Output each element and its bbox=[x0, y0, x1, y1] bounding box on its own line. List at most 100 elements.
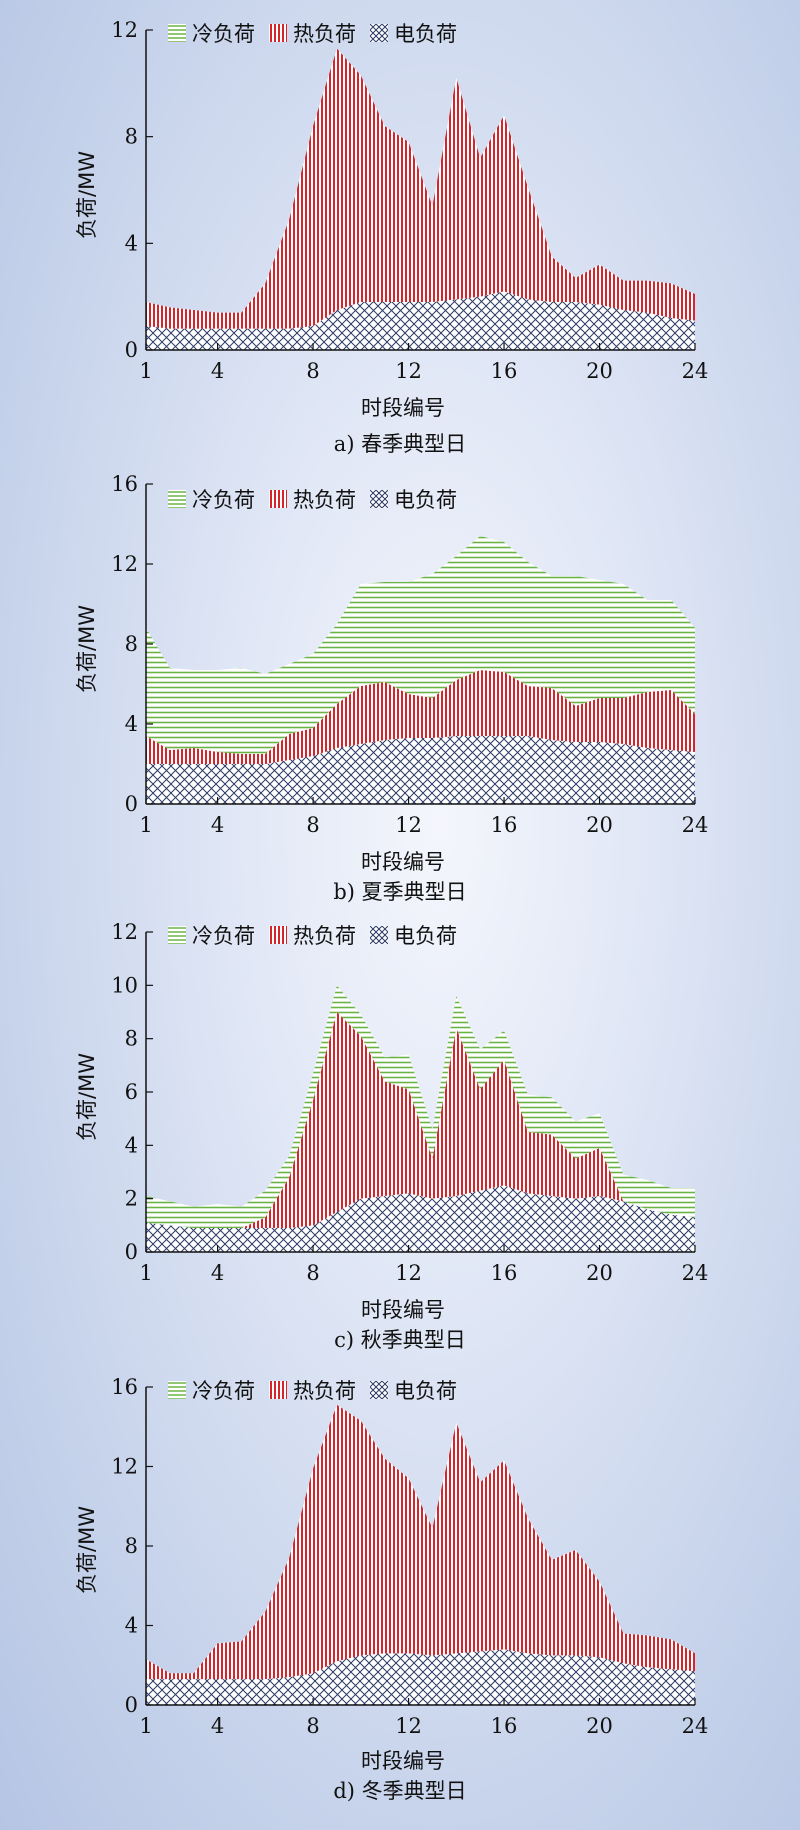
chart-winter-plot: 0 4 8 12 16 1 4 8 12 16 20 24 bbox=[111, 1375, 709, 1738]
legend-cooling-label: 冷负荷 bbox=[192, 1379, 255, 1403]
x-tick-label: 24 bbox=[682, 1261, 709, 1285]
y-tick-label: 4 bbox=[125, 1133, 138, 1157]
x-tick-label: 4 bbox=[211, 359, 224, 383]
legend-heating: 热负荷 bbox=[269, 18, 356, 48]
x-tick-label: 4 bbox=[211, 1261, 224, 1285]
x-tick-label: 20 bbox=[586, 1261, 613, 1285]
y-tick-label: 8 bbox=[125, 1534, 138, 1558]
legend-heating: 热负荷 bbox=[269, 1375, 356, 1405]
legend-cooling-swatch bbox=[168, 926, 186, 944]
chart-autumn-caption: c) 秋季典型日 bbox=[334, 1328, 466, 1352]
legend-electric: 电负荷 bbox=[370, 1375, 457, 1405]
electric-load-area bbox=[146, 1185, 695, 1252]
legend-cooling: 冷负荷 bbox=[168, 484, 255, 514]
cooling-load-area bbox=[146, 985, 695, 1228]
chart-autumn: 0 2 4 6 8 10 12 1 4 8 12 16 20 24 冷负荷 热负荷 电负荷 时段编号 负荷… bbox=[0, 920, 800, 1375]
x-tick-label: 24 bbox=[682, 1714, 709, 1738]
x-tick-label: 4 bbox=[211, 1714, 224, 1738]
y-tick-label: 0 bbox=[125, 1693, 138, 1717]
x-tick-label: 20 bbox=[586, 813, 613, 837]
legend-electric-swatch bbox=[370, 1381, 388, 1399]
y-tick-label: 12 bbox=[111, 552, 138, 576]
y-tick-label: 12 bbox=[111, 18, 138, 42]
chart-winter-ylabel: 负荷/MW bbox=[75, 1506, 99, 1594]
legend-cooling: 冷负荷 bbox=[168, 1375, 255, 1405]
y-tick-label: 4 bbox=[125, 231, 138, 255]
y-tick-label: 8 bbox=[125, 1027, 138, 1051]
legend-heating: 热负荷 bbox=[269, 484, 356, 514]
legend-heating-label: 热负荷 bbox=[293, 22, 356, 46]
x-tick-label: 1 bbox=[139, 813, 152, 837]
chart-summer: 0 4 8 12 16 1 4 8 12 16 20 24 冷负荷 热负荷 电负荷 时段编号 负荷/M… bbox=[0, 460, 800, 920]
x-tick-label: 1 bbox=[139, 1714, 152, 1738]
y-tick-label: 0 bbox=[125, 338, 138, 362]
x-tick-label: 16 bbox=[491, 1714, 518, 1738]
cooling-load-area bbox=[146, 536, 695, 754]
chart-spring-ylabel: 负荷/MW bbox=[75, 151, 99, 239]
legend-electric: 电负荷 bbox=[370, 484, 457, 514]
y-tick-label: 12 bbox=[111, 920, 138, 944]
x-tick-label: 8 bbox=[306, 1261, 319, 1285]
legend-electric-swatch bbox=[370, 24, 388, 42]
legend-cooling-label: 冷负荷 bbox=[192, 488, 255, 512]
x-tick-label: 8 bbox=[306, 1714, 319, 1738]
heating-load-area bbox=[146, 670, 695, 764]
chart-summer-xlabel: 时段编号 bbox=[361, 850, 445, 874]
x-tick-label: 20 bbox=[586, 1714, 613, 1738]
chart-summer-legend: 冷负荷 热负荷 电负荷 bbox=[168, 484, 471, 514]
y-tick-label: 16 bbox=[111, 472, 138, 496]
legend-cooling-swatch bbox=[168, 1381, 186, 1399]
x-tick-label: 4 bbox=[211, 813, 224, 837]
chart-summer-ylabel: 负荷/MW bbox=[75, 605, 99, 693]
legend-cooling-swatch bbox=[168, 24, 186, 42]
x-tick-label: 16 bbox=[491, 359, 518, 383]
chart-spring-caption: a) 春季典型日 bbox=[333, 432, 467, 456]
chart-autumn-legend: 冷负荷 热负荷 电负荷 bbox=[168, 920, 471, 950]
chart-winter-caption: d) 冬季典型日 bbox=[333, 1779, 467, 1803]
legend-heating-label: 热负荷 bbox=[293, 1379, 356, 1403]
chart-spring-legend: 冷负荷 热负荷 电负荷 bbox=[168, 18, 471, 48]
electric-load-area bbox=[146, 291, 695, 350]
x-tick-label: 8 bbox=[306, 359, 319, 383]
x-tick-label: 16 bbox=[491, 813, 518, 837]
x-tick-label: 12 bbox=[395, 1261, 422, 1285]
x-tick-label: 12 bbox=[395, 1714, 422, 1738]
x-tick-label: 24 bbox=[682, 813, 709, 837]
y-tick-label: 10 bbox=[111, 973, 138, 997]
x-tick-label: 1 bbox=[139, 359, 152, 383]
chart-autumn-xlabel: 时段编号 bbox=[361, 1298, 445, 1322]
legend-heating-label: 热负荷 bbox=[293, 924, 356, 948]
y-tick-label: 4 bbox=[125, 712, 138, 736]
y-tick-label: 8 bbox=[125, 125, 138, 149]
legend-cooling-label: 冷负荷 bbox=[192, 924, 255, 948]
y-tick-label: 12 bbox=[111, 1455, 138, 1479]
legend-electric: 电负荷 bbox=[370, 18, 457, 48]
legend-heating: 热负荷 bbox=[269, 920, 356, 950]
y-tick-label: 0 bbox=[125, 1240, 138, 1264]
heating-load-area bbox=[146, 1012, 695, 1228]
legend-cooling-label: 冷负荷 bbox=[192, 22, 255, 46]
chart-winter: 0 4 8 12 16 1 4 8 12 16 20 24 冷负荷 热负荷 电负荷 时段编号 负荷/M… bbox=[0, 1375, 800, 1830]
legend-heating-swatch bbox=[269, 24, 287, 42]
x-tick-label: 16 bbox=[491, 1261, 518, 1285]
electric-load-area bbox=[146, 1649, 695, 1705]
chart-summer-caption: b) 夏季典型日 bbox=[333, 880, 467, 904]
y-tick-label: 8 bbox=[125, 632, 138, 656]
legend-electric-label: 电负荷 bbox=[394, 22, 457, 46]
legend-heating-swatch bbox=[269, 1381, 287, 1399]
heating-load-area bbox=[146, 1404, 695, 1680]
x-tick-label: 1 bbox=[139, 1261, 152, 1285]
legend-heating-label: 热负荷 bbox=[293, 488, 356, 512]
legend-heating-swatch bbox=[269, 490, 287, 508]
y-tick-label: 16 bbox=[111, 1375, 138, 1399]
legend-cooling: 冷负荷 bbox=[168, 920, 255, 950]
y-tick-label: 6 bbox=[125, 1080, 138, 1104]
legend-cooling-swatch bbox=[168, 490, 186, 508]
legend-electric-label: 电负荷 bbox=[394, 488, 457, 512]
legend-electric-label: 电负荷 bbox=[394, 924, 457, 948]
chart-spring-plot: 0 4 8 12 1 4 8 12 16 20 24 bbox=[111, 18, 708, 383]
legend-electric-swatch bbox=[370, 490, 388, 508]
chart-winter-legend: 冷负荷 热负荷 电负荷 bbox=[168, 1375, 471, 1405]
